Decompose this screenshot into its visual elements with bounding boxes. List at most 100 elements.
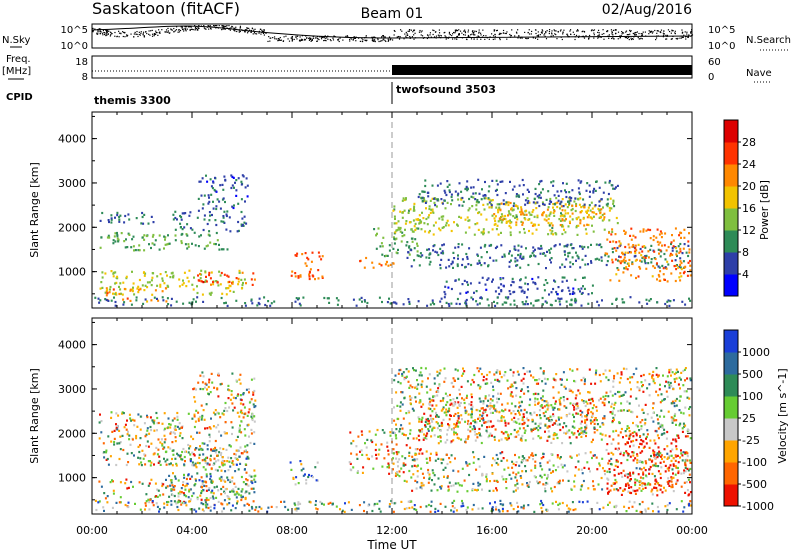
range-gate-cell: [235, 179, 238, 182]
noise-point: [387, 38, 389, 40]
range-gate-cell: [125, 428, 128, 431]
range-gate-cell: [595, 371, 597, 374]
range-gate-cell: [435, 414, 438, 417]
range-gate-cell: [196, 498, 199, 501]
range-gate-cell: [611, 261, 614, 264]
range-gate-cell: [417, 464, 419, 467]
noise-point: [238, 31, 240, 33]
range-gate-cell: [170, 304, 173, 307]
noise-point: [629, 30, 631, 33]
noise-point: [308, 39, 311, 41]
range-gate-cell: [417, 300, 420, 303]
range-gate-cell: [490, 205, 493, 208]
range-gate-cell: [586, 414, 589, 417]
range-gate-cell: [418, 452, 421, 455]
range-gate-cell: [642, 433, 645, 436]
range-gate-cell: [512, 371, 515, 374]
range-gate-cell: [401, 235, 404, 238]
range-gate-cell: [453, 433, 456, 436]
range-gate-cell: [228, 479, 231, 482]
noise-point: [635, 34, 637, 36]
range-gate-cell: [523, 431, 526, 434]
range-gate-cell: [518, 422, 521, 425]
noise-point: [275, 38, 277, 40]
range-gate-cell: [518, 411, 520, 414]
range-gate-cell: [185, 484, 188, 487]
range-gate-cell: [587, 206, 590, 209]
range-gate-cell: [201, 371, 204, 374]
range-gate-cell: [520, 389, 523, 392]
range-gate-cell: [245, 457, 248, 460]
range-gate-cell: [474, 223, 477, 226]
noise-point: [602, 29, 604, 31]
noise-point: [543, 34, 545, 36]
range-gate-cell: [161, 279, 164, 282]
noise-point: [444, 35, 446, 37]
noise-right-tick-top: 10^5: [708, 25, 735, 36]
range-gate-cell: [455, 422, 458, 425]
range-gate-cell: [677, 434, 680, 437]
range-gate-cell: [623, 301, 626, 304]
range-gate-cell: [473, 291, 475, 294]
range-gate-cell: [246, 184, 249, 187]
range-gate-cell: [548, 419, 551, 422]
range-gate-cell: [650, 261, 653, 264]
nave-right-tick-bottom: 0: [708, 72, 714, 83]
range-gate-cell: [426, 223, 429, 226]
range-gate-cell: [537, 223, 540, 226]
range-gate-cell: [454, 368, 457, 371]
range-gate-cell: [224, 178, 227, 181]
range-gate-cell: [615, 216, 618, 220]
range-gate-cell: [429, 400, 432, 403]
noise-point: [535, 32, 537, 35]
range-gate-cell: [671, 249, 674, 252]
range-gate-cell: [147, 460, 150, 463]
range-gate-cell: [425, 457, 428, 460]
range-gate-cell: [480, 231, 483, 234]
noise-point: [338, 40, 340, 43]
range-gate-cell: [522, 427, 525, 430]
range-gate-cell: [397, 380, 400, 384]
range-gate-cell: [494, 409, 497, 412]
noise-point: [101, 32, 104, 34]
range-gate-cell: [244, 304, 247, 307]
range-gate-cell: [645, 229, 648, 232]
range-gate-cell: [179, 492, 182, 495]
range-gate-cell: [482, 233, 485, 236]
range-gate-cell: [348, 461, 351, 464]
range-gate-cell: [616, 372, 619, 375]
range-gate-cell: [470, 263, 473, 267]
range-gate-cell: [569, 368, 571, 371]
range-gate-cell: [498, 411, 501, 414]
range-gate-cell: [531, 224, 534, 227]
range-gate-cell: [393, 215, 396, 218]
noise-point: [361, 37, 363, 40]
range-gate-cell: [475, 300, 478, 303]
noise-point: [228, 25, 230, 27]
range-gate-cell: [312, 275, 315, 278]
range-gate-cell: [208, 426, 211, 429]
range-gate-cell: [112, 242, 115, 245]
range-gate-cell: [457, 192, 460, 195]
range-gate-cell: [193, 415, 196, 418]
range-gate-cell: [470, 383, 472, 386]
range-gate-cell: [605, 391, 608, 394]
noise-point: [406, 34, 408, 36]
noise-point: [534, 37, 537, 39]
range-gate-cell: [588, 204, 591, 207]
range-gate-cell: [552, 437, 555, 440]
noise-point: [382, 39, 384, 41]
range-gate-cell: [119, 448, 122, 451]
range-gate-cell: [509, 180, 511, 183]
range-gate-cell: [407, 437, 410, 440]
range-gate-cell: [156, 275, 159, 278]
noise-point: [100, 31, 102, 33]
range-gate-cell: [224, 407, 227, 410]
noise-point: [563, 29, 565, 31]
noise-point: [235, 26, 237, 28]
noise-point: [374, 40, 376, 43]
range-gate-cell: [619, 256, 622, 259]
range-gate-cell: [609, 240, 612, 243]
range-gate-cell: [514, 248, 517, 251]
range-gate-cell: [220, 479, 223, 482]
